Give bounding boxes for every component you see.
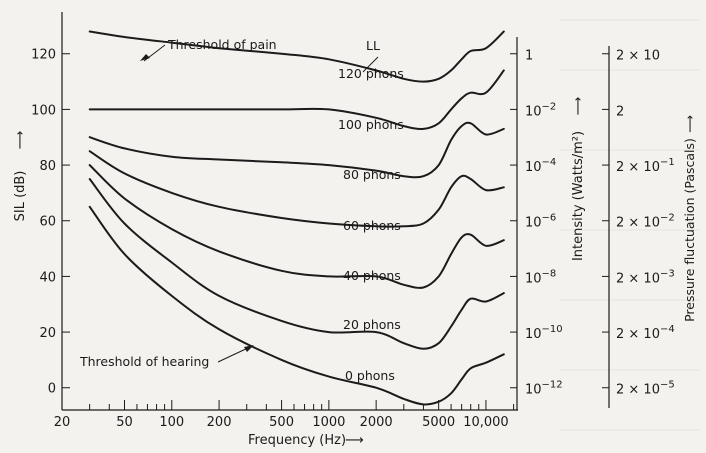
curve-100-phons bbox=[88, 69, 505, 131]
label-ll: LL bbox=[366, 38, 380, 53]
y-tick-label: 20 bbox=[39, 326, 56, 341]
y-tick-label: 120 bbox=[31, 48, 56, 63]
curve-threshold-of-pain bbox=[88, 30, 505, 83]
intensity-tick-label: 10−4 bbox=[525, 157, 556, 175]
curve-80-phons bbox=[88, 121, 505, 179]
leader-ll bbox=[362, 56, 379, 73]
x-tick-label: 500 bbox=[269, 415, 294, 430]
intensity-axis-arrow: ⟶ bbox=[571, 97, 586, 116]
label-40-phons: 40 phons bbox=[343, 268, 401, 283]
label-20-phons: 20 phons bbox=[343, 317, 401, 332]
label-120-phons: 120 phons bbox=[338, 66, 404, 81]
label-80-phons: 80 phons bbox=[343, 167, 401, 182]
x-tick-label: 50 bbox=[116, 415, 133, 430]
x-tick-label: 10,000 bbox=[463, 415, 509, 430]
y-axis-arrow: ⟶ bbox=[13, 131, 28, 150]
leader-threshold-of-hearing bbox=[217, 346, 251, 363]
pressure-tick-label: 2 × 10−2 bbox=[616, 213, 675, 231]
curve-60-phons bbox=[88, 150, 505, 228]
pressure-tick-label: 2 × 10−3 bbox=[616, 268, 675, 286]
leader-threshold-of-hearing-arrow bbox=[244, 345, 254, 352]
leader-threshold-of-pain-arrow bbox=[140, 54, 150, 61]
pressure-axis-title: Pressure fluctuation (Pascals) bbox=[682, 138, 697, 322]
y-tick-label: 80 bbox=[39, 159, 56, 174]
pressure-tick-label: 2 bbox=[616, 104, 624, 119]
y-tick-label: 40 bbox=[39, 270, 56, 285]
pressure-tick-label: 2 × 10−1 bbox=[616, 157, 675, 175]
curve-40-phons bbox=[88, 164, 505, 289]
x-axis-arrow: ⟶ bbox=[345, 433, 364, 448]
axes-layer: 20 50 100 200 500 1000 2000 5000 10,000Frequency… bbox=[13, 12, 697, 448]
y-tick-label: 0 bbox=[48, 382, 56, 397]
intensity-tick-label: 10−6 bbox=[525, 213, 556, 231]
pressure-tick-label: 2 × 10−4 bbox=[616, 324, 675, 342]
curve-0-phons bbox=[88, 205, 505, 406]
curves-layer bbox=[88, 30, 505, 406]
pressure-tick-label: 2 × 10−5 bbox=[616, 380, 675, 398]
x-tick-label: 5000 bbox=[422, 415, 455, 430]
intensity-tick-label: 1 bbox=[525, 49, 533, 64]
y-tick-label: 100 bbox=[31, 103, 56, 118]
pressure-axis-arrow: ⟶ bbox=[682, 115, 697, 133]
x-tick-label: 1000 bbox=[312, 415, 345, 430]
label-60-phons: 60 phons bbox=[343, 218, 401, 233]
x-axis-title: Frequency (Hz) bbox=[248, 433, 346, 448]
intensity-tick-label: 10−2 bbox=[525, 101, 556, 119]
intensity-tick-label: 10−12 bbox=[525, 380, 563, 398]
intensity-axis-title: Intensity (Watts/m²) bbox=[571, 131, 586, 261]
intensity-tick-label: 10−8 bbox=[525, 268, 556, 286]
label-0-phons: 0 phons bbox=[345, 368, 395, 383]
y-axis-title: SIL (dB) bbox=[13, 171, 28, 222]
x-tick-label: 2000 bbox=[360, 415, 393, 430]
paper-grain bbox=[560, 19, 700, 431]
x-tick-label: 200 bbox=[207, 415, 232, 430]
pressure-tick-label: 2 × 10 bbox=[616, 49, 660, 64]
x-tick-label: 20 bbox=[54, 415, 71, 430]
label-threshold-of-pain: Threshold of pain bbox=[167, 37, 277, 52]
labels-layer: Threshold of pain LL 120 phons 100 phons 80 … bbox=[79, 37, 404, 383]
y-tick-label: 60 bbox=[39, 215, 56, 230]
label-100-phons: 100 phons bbox=[338, 117, 404, 132]
x-tick-label: 100 bbox=[159, 415, 184, 430]
intensity-tick-label: 10−10 bbox=[525, 324, 563, 342]
label-threshold-of-hearing: Threshold of hearing bbox=[79, 354, 209, 369]
curve-20-phons bbox=[88, 178, 505, 350]
